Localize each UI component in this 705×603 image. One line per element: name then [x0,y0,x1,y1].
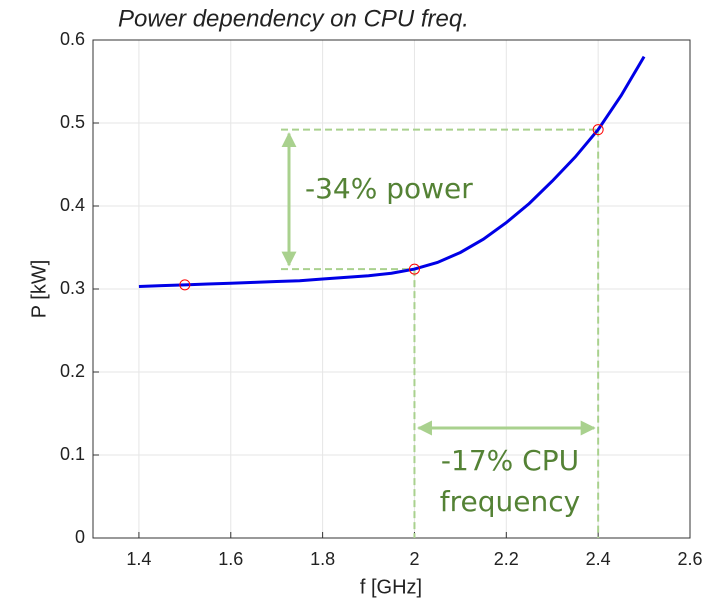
y-tick-label: 0.3 [60,278,85,298]
annotation: -34% power [305,172,473,205]
x-axis-label: f [GHz] [360,576,422,598]
annotation: frequency [440,485,580,518]
x-tick-label: 2.6 [677,549,702,569]
marker [179,279,191,291]
x-tick-label: 1.6 [218,549,243,569]
y-tick-label: 0.1 [60,444,85,464]
chart-title: Power dependency on CPU freq. [118,5,469,32]
plot-frame [92,39,691,539]
x-tick-label: 2.2 [494,549,519,569]
x-tick-label: 2.4 [586,549,611,569]
curve [138,55,646,289]
y-tick-label: 0.5 [60,112,85,132]
x-tick-label: 1.8 [310,549,335,569]
y-tick-label: 0.4 [60,195,85,215]
y-tick-label: 0.2 [60,361,85,381]
y-tick-label: 0.6 [60,29,85,49]
marker [408,263,420,275]
x-tick-label: 2 [409,549,419,569]
y-axis-label: P [kW] [28,260,50,319]
annotation: -17% CPU [441,444,579,477]
x-tick-label: 1.4 [126,549,151,569]
marker [592,124,604,136]
y-tick-label: 0 [75,527,85,547]
